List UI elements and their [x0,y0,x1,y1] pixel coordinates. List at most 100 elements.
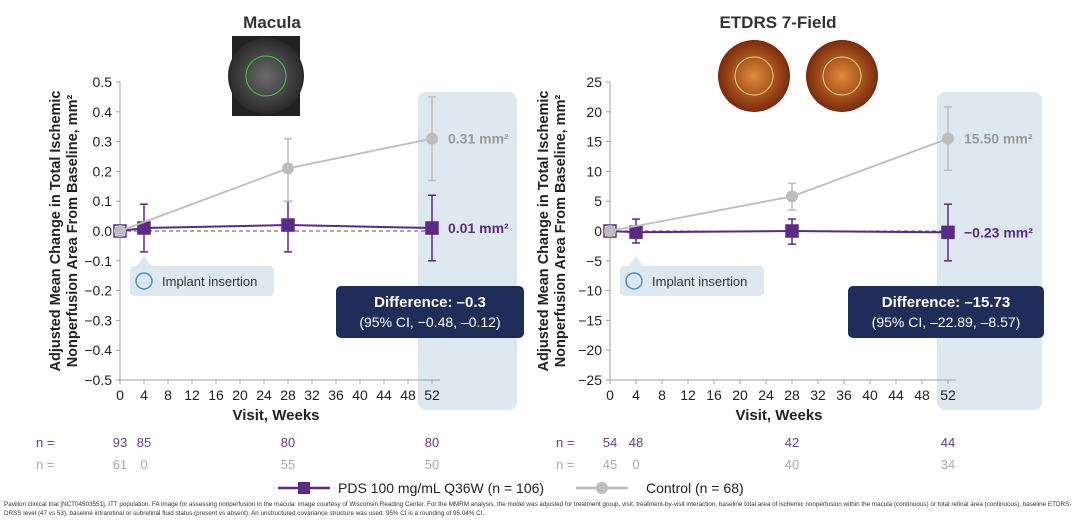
grid-overlay [822,56,862,96]
y-tick-label: 0 [594,223,602,239]
y-tick-label: 0.3 [93,134,113,150]
x-tick-label: 8 [164,387,172,403]
n-control-value: 40 [785,457,799,472]
implant-icon [625,272,643,290]
x-tick-label: 4 [632,387,640,403]
y-tick-label: 20 [586,104,602,120]
n-control-value: 34 [941,457,955,472]
retina-image [228,38,304,114]
up-arrow-icon [137,256,151,266]
x-tick-label: 36 [836,387,852,403]
control-point [115,226,125,236]
y-tick-label: −0.3 [84,312,112,328]
difference-ci: (95% CI, −0.48, –0.12) [359,314,500,330]
legend-control-label: Control (n = 68) [646,480,744,496]
y-tick-label: 0.4 [93,104,113,120]
x-tick-label: 44 [376,387,392,403]
y-tick-label: −0.4 [84,342,112,358]
difference-box [848,286,1044,338]
n-pds-value: 48 [629,435,643,450]
n-pds-label: n = [556,435,574,450]
control-point [942,132,954,145]
implant-annotation [130,266,274,296]
control-line [119,137,433,232]
chart-title: Macula [243,13,301,32]
y-tick-label: 25 [586,74,602,90]
n-pds-value: 80 [281,435,295,450]
legend-pds-marker [298,482,310,494]
control-point [426,132,438,145]
y-axis-label: Adjusted Mean Change in Total Ischemic [48,91,64,372]
x-tick-label: 20 [732,387,748,403]
y-tick-label: 10 [586,163,602,179]
pds-point [425,221,439,235]
n-control-value: 50 [425,457,439,472]
control-end-label: 15.50 mm² [964,131,1033,147]
n-pds-value: 85 [137,435,151,450]
pds-point [629,225,643,239]
control-point [786,190,798,203]
n-control-value: 45 [603,457,617,472]
x-tick-label: 40 [862,387,878,403]
n-pds-value: 42 [785,435,799,450]
x-tick-label: 28 [280,387,296,403]
difference-ci: (95% CI, –22.89, –8.57) [872,314,1021,330]
pds-point [281,218,295,232]
x-tick-label: 0 [116,387,124,403]
control-point [605,226,615,236]
y-tick-label: 0.1 [93,193,113,209]
control-point [282,162,294,175]
x-tick-label: 36 [328,387,344,403]
n-control-label: n = [556,457,574,472]
x-tick-label: 48 [400,387,416,403]
x-tick-label: 28 [784,387,800,403]
pds-end-label: −0.23 mm² [964,224,1033,240]
difference-value: Difference: –0.3 [374,294,486,311]
n-pds-value: 54 [603,435,617,450]
grid-overlay [734,56,774,96]
x-tick-label: 20 [232,387,248,403]
y-tick-label: −0.5 [84,372,112,388]
x-tick-label: 44 [888,387,904,403]
x-tick-label: 32 [810,387,826,403]
y-tick-label: 0.2 [93,163,113,179]
y-tick-label: 5 [594,193,602,209]
x-tick-label: 52 [940,387,956,403]
y-tick-label: −5 [586,253,602,269]
chart-title: ETDRS 7-Field [719,13,836,32]
pds-line [119,224,433,232]
x-tick-label: 8 [658,387,666,403]
y-axis-label: Nonperfusion Area From Baseline, mm² [553,95,569,368]
grid-overlay [245,55,287,97]
y-tick-label: −20 [578,342,602,358]
control-end-label: 0.31 mm² [448,131,509,147]
n-pds-value: 93 [113,435,127,450]
x-tick-label: 16 [706,387,722,403]
n-pds-value: 44 [941,435,955,450]
difference-value: Difference: –15.73 [882,294,1010,311]
n-control-value: 55 [281,457,295,472]
y-tick-label: −0.1 [84,253,112,269]
chart-0: Macula 0.5 0.4 0.3 0.2 0.1 0.0 −0.1 −0.2 −0.3 −0.4… [36,13,524,472]
pds-point [941,225,955,240]
x-tick-label: 24 [256,387,272,403]
footnote: Pavilion clinical trial [NCT04503551]. I… [4,501,1072,517]
x-tick-label: 16 [208,387,224,403]
x-axis-label: Visit, Weeks [736,407,823,424]
control-line [609,137,949,232]
retina-image [718,40,790,112]
y-tick-label: −15 [578,312,602,328]
y-axis-label: Adjusted Mean Change in Total Ischemic [536,91,552,372]
n-control-value: 0 [140,457,147,472]
n-control-value: 0 [632,457,639,472]
implant-annotation [620,266,764,296]
x-tick-label: 0 [606,387,614,403]
y-tick-label: 15 [586,134,602,150]
implant-icon [135,272,153,290]
annotation-label: Implant insertion [162,274,257,289]
x-tick-label: 48 [914,387,930,403]
y-tick-label: −10 [578,283,602,299]
difference-box [336,286,524,338]
